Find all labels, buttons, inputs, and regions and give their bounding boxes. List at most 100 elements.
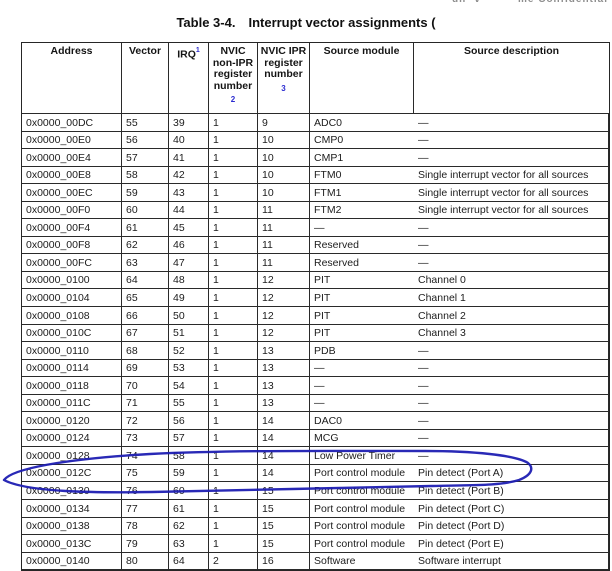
cell-vector: 77 — [122, 500, 169, 518]
cell-source-module: — — [310, 377, 414, 395]
cell-irq: 62 — [169, 517, 209, 536]
cell-source-module: — — [310, 360, 414, 378]
cell-irq: 64 — [169, 552, 209, 571]
column-header-nvic-ipr: NVIC IPR register number 3 — [258, 43, 310, 114]
cell-irq: 47 — [169, 254, 209, 272]
cell-nvic-non-ipr: 1 — [209, 289, 258, 308]
cell-irq: 57 — [169, 429, 209, 448]
table-title-text: Interrupt vector assignments ( — [248, 15, 436, 30]
footnote-marker-2: 2 — [230, 95, 236, 104]
cell-vector: 79 — [122, 535, 169, 553]
column-header-source-module: Source module — [310, 43, 414, 114]
cell-nvic-non-ipr: 1 — [209, 517, 258, 536]
cell-irq: 63 — [169, 535, 209, 553]
cell-source-description: — — [414, 114, 609, 132]
footnote-marker-3: 3 — [281, 83, 286, 93]
cell-nvic-non-ipr: 1 — [209, 482, 258, 501]
cell-source-module: CMP1 — [310, 149, 414, 167]
cell-source-description: Single interrupt vector for all sources — [414, 201, 609, 220]
cell-vector: 74 — [122, 447, 169, 465]
cell-irq: 58 — [169, 447, 209, 465]
cell-irq: 43 — [169, 184, 209, 202]
cell-source-description: — — [414, 359, 609, 378]
cell-source-module: PDB — [310, 342, 414, 360]
cell-address: 0x0000_00E4 — [22, 149, 122, 167]
cell-nvic-ipr: 12 — [258, 307, 310, 325]
cell-address: 0x0000_0120 — [22, 412, 122, 430]
cell-source-description: Single interrupt vector for all sources — [414, 184, 609, 202]
cell-source-module: FTM1 — [310, 184, 414, 202]
cell-source-module: DAC0 — [310, 412, 414, 430]
cell-nvic-ipr: 15 — [258, 535, 310, 553]
cell-vector: 71 — [122, 394, 169, 413]
cell-vector: 80 — [122, 552, 169, 571]
cell-nvic-non-ipr: 1 — [209, 342, 258, 360]
cell-nvic-non-ipr: 2 — [209, 552, 258, 571]
cell-nvic-ipr: 12 — [258, 271, 310, 290]
cell-source-description: — — [414, 342, 609, 360]
cell-irq: 44 — [169, 201, 209, 220]
cell-irq: 59 — [169, 464, 209, 483]
cell-source-description: Channel 2 — [414, 307, 609, 325]
cell-source-module: MCG — [310, 430, 414, 448]
cell-source-description: Single interrupt vector for all sources — [414, 166, 609, 185]
cell-address: 0x0000_00EC — [22, 184, 122, 202]
cell-nvic-ipr: 14 — [258, 429, 310, 448]
cell-nvic-non-ipr: 1 — [209, 149, 258, 167]
cell-source-module: Port control module — [310, 465, 414, 483]
cell-source-description: — — [414, 131, 609, 150]
column-header-address: Address — [22, 43, 122, 114]
cell-source-module: FTM2 — [310, 202, 414, 220]
cell-vector: 73 — [122, 429, 169, 448]
cell-address: 0x0000_0128 — [22, 447, 122, 465]
cell-nvic-non-ipr: 1 — [209, 271, 258, 290]
cell-vector: 65 — [122, 289, 169, 308]
cell-source-module: — — [310, 395, 414, 413]
cell-irq: 49 — [169, 289, 209, 308]
cell-address: 0x0000_0104 — [22, 289, 122, 308]
cell-vector: 76 — [122, 482, 169, 501]
cell-nvic-non-ipr: 1 — [209, 394, 258, 413]
cell-irq: 48 — [169, 271, 209, 290]
cell-irq: 52 — [169, 342, 209, 360]
cell-nvic-ipr: 10 — [258, 131, 310, 150]
cell-source-module: Port control module — [310, 482, 414, 501]
cell-nvic-non-ipr: 1 — [209, 535, 258, 553]
cell-source-module: Port control module — [310, 535, 414, 553]
cell-vector: 66 — [122, 307, 169, 325]
cell-nvic-ipr: 11 — [258, 219, 310, 237]
cell-vector: 59 — [122, 184, 169, 202]
cell-nvic-ipr: 15 — [258, 482, 310, 501]
cell-address: 0x0000_00F0 — [22, 201, 122, 220]
cell-address: 0x0000_00F4 — [22, 219, 122, 237]
column-header-nvic-non-ipr: NVIC non-IPR register number 2 — [209, 43, 258, 114]
cell-address: 0x0000_011C — [22, 394, 122, 413]
cell-nvic-ipr: 13 — [258, 342, 310, 360]
interrupt-vector-table: Address Vector IRQ1 NVIC non-IPR registe… — [21, 42, 610, 571]
cell-vector: 57 — [122, 149, 169, 167]
cell-source-description: — — [414, 447, 609, 465]
cell-nvic-ipr: 11 — [258, 201, 310, 220]
footnote-marker-1: 1 — [195, 47, 200, 54]
cell-nvic-ipr: 10 — [258, 166, 310, 185]
cell-vector: 72 — [122, 412, 169, 430]
cell-source-module: PIT — [310, 272, 414, 290]
cell-irq: 39 — [169, 114, 209, 132]
cell-source-description: Channel 0 — [414, 271, 609, 290]
cell-source-module: Port control module — [310, 500, 414, 518]
cell-source-description: Software interrupt — [414, 552, 609, 571]
cell-address: 0x0000_0130 — [22, 482, 122, 501]
cell-vector: 60 — [122, 201, 169, 220]
cell-irq: 54 — [169, 377, 209, 395]
cell-nvic-ipr: 16 — [258, 552, 310, 571]
clipped-header-fragment-right: me Confidential — [518, 0, 612, 8]
cell-nvic-ipr: 15 — [258, 500, 310, 518]
cell-address: 0x0000_0124 — [22, 429, 122, 448]
table-caption: Table 3-4. Interrupt vector assignments ( — [0, 15, 612, 30]
cell-address: 0x0000_00E8 — [22, 166, 122, 185]
cell-nvic-ipr: 14 — [258, 412, 310, 430]
column-header-vector: Vector — [122, 43, 169, 114]
cell-nvic-non-ipr: 1 — [209, 236, 258, 255]
cell-nvic-non-ipr: 1 — [209, 500, 258, 518]
cell-nvic-ipr: 10 — [258, 184, 310, 202]
